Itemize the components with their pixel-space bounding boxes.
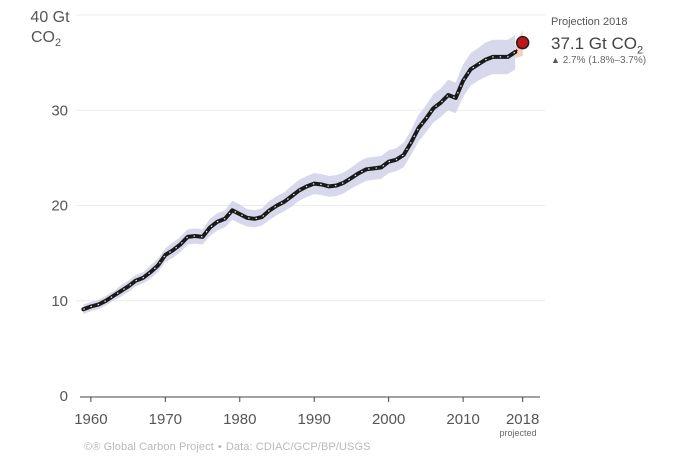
y-axis-label-line2: CO2 — [31, 29, 61, 49]
x-tick-label: 2000 — [372, 411, 405, 428]
x-tick-label: 1980 — [223, 411, 256, 428]
data-credit: Data: CDIAC/GCP/BP/USGS — [225, 441, 371, 453]
projection-label: Projection 2018 — [551, 16, 628, 28]
x-tick-label: 2018 — [506, 411, 539, 428]
y-tick-label: 20 — [51, 198, 68, 215]
x-tick-label: 1990 — [298, 411, 331, 428]
x-tick-label: 1970 — [149, 411, 182, 428]
x-tick-labels: 1960 1970 1980 1990 2000 2010 2018 — [74, 397, 539, 428]
y-tick-labels: 0 10 20 30 — [51, 102, 68, 405]
x-tick-label: 1960 — [74, 411, 107, 428]
projection-marker — [515, 35, 530, 50]
y-axis-label-line1: 40 Gt — [30, 9, 70, 26]
projected-note: projected — [499, 428, 536, 438]
footer-credits: ©® Global Carbon Project • Data: CDIAC/GCP… — [84, 441, 371, 453]
gridlines — [76, 14, 545, 302]
y-tick-label: 0 — [60, 388, 68, 405]
separator-dot: • — [217, 441, 222, 453]
emissions-line-dotted — [83, 51, 516, 310]
source-credit: ©® Global Carbon Project — [84, 441, 214, 453]
up-triangle-icon: ▲ — [551, 55, 560, 65]
x-tick-label: 2010 — [446, 411, 479, 428]
projection-value: 37.1 Gt CO2 — [551, 34, 644, 57]
y-tick-label: 30 — [51, 102, 68, 119]
projection-change: ▲ 2.7% (1.8%–3.7%) — [551, 55, 647, 66]
y-tick-label: 10 — [51, 293, 68, 310]
